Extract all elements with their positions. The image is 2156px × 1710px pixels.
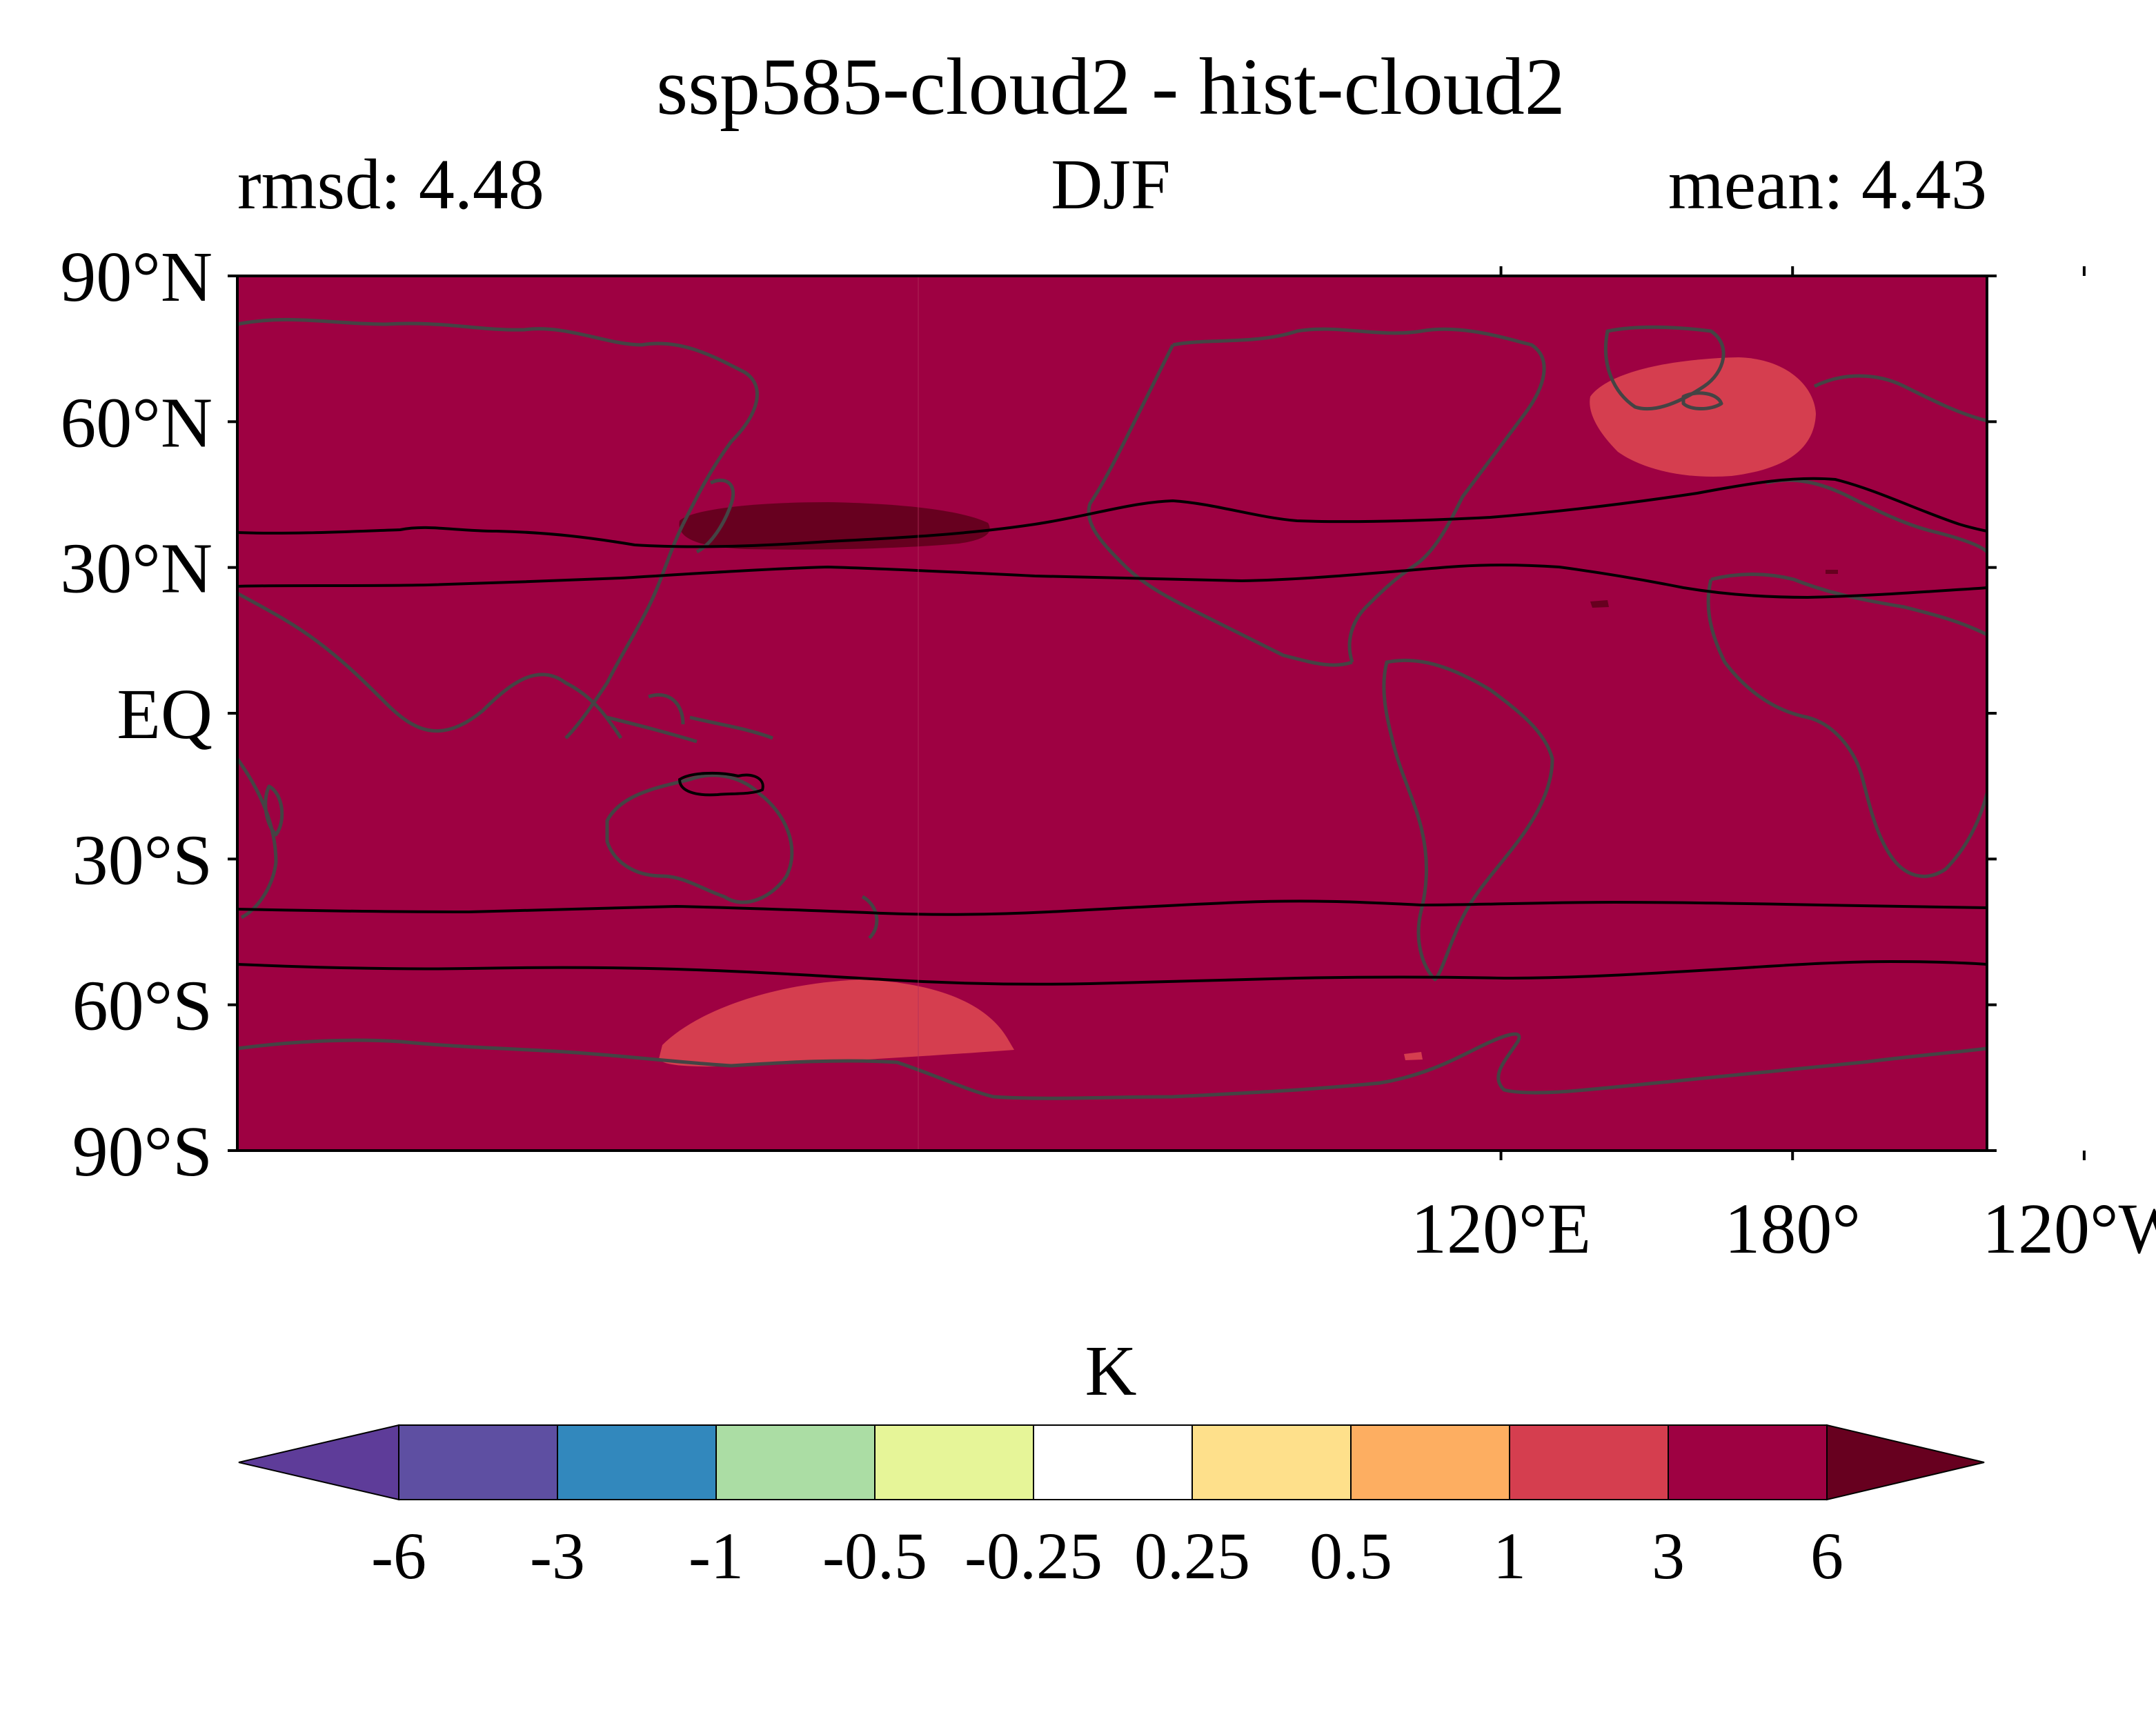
- colorbar-segment: [715, 1424, 876, 1500]
- colorbar-tick-label: 3: [1652, 1519, 1685, 1593]
- colorbar-segment: [557, 1424, 717, 1500]
- x-tick-label: 120°W: [1982, 1189, 2156, 1269]
- colorbar-segment: [1509, 1424, 1669, 1500]
- colorbar-tick-label: -6: [371, 1519, 426, 1593]
- jet-contours: [237, 477, 1987, 986]
- y-tick-label: EQ: [117, 675, 212, 754]
- map-panel: [237, 276, 1987, 1151]
- south-atlantic-spot: [1404, 1052, 1423, 1060]
- y-tick-label: 60°S: [72, 966, 212, 1046]
- y-tick-label: 90°N: [60, 237, 212, 317]
- colorbar-segment: [398, 1424, 558, 1500]
- southern-ocean-region: [659, 980, 1014, 1067]
- atlantic-spot-2: [1826, 570, 1838, 574]
- colorbar-tick-label: 6: [1810, 1519, 1843, 1593]
- colorbar-tick-label: 0.5: [1309, 1519, 1392, 1593]
- x-tick-label: 180°: [1724, 1189, 1861, 1269]
- y-tick-label: 30°N: [60, 529, 212, 608]
- figure-title: ssp585-cloud2 - hist-cloud2: [656, 41, 1565, 132]
- colorbar-tick-label: -1: [689, 1519, 744, 1593]
- colorbar-tick-label: -3: [530, 1519, 585, 1593]
- colorbar-segment: [1668, 1424, 1828, 1500]
- coastlines: [237, 317, 1987, 1100]
- colorbar-label: K: [1085, 1331, 1136, 1411]
- x-tick-label: 120°E: [1411, 1189, 1591, 1269]
- center-subtitle: DJF: [1051, 145, 1170, 224]
- colorbar-segment: [874, 1424, 1034, 1500]
- colorbar-segment: [1191, 1424, 1352, 1500]
- right-subtitle: mean: 4.43: [1668, 145, 1987, 224]
- left-subtitle: rmsd: 4.48: [237, 145, 544, 224]
- y-tick-label: 30°S: [72, 820, 212, 899]
- colorbar-tick-label: 0.25: [1134, 1519, 1250, 1593]
- north-atlantic-region: [1590, 357, 1816, 477]
- colorbar-segment: [1033, 1424, 1193, 1500]
- colorbar-segment: [1350, 1424, 1510, 1500]
- y-axis: 90°N 60°N 30°N EQ 30°S 60°S 90°S: [60, 237, 1997, 1191]
- colorbar-tick-label: -0.25: [965, 1519, 1102, 1593]
- atlantic-spot: [1590, 600, 1609, 608]
- colorbar-over-extend: [1826, 1424, 1985, 1501]
- y-tick-label: 60°N: [60, 383, 212, 462]
- colorbar-under-extend: [238, 1424, 399, 1501]
- colorbar-tick-label: 1: [1493, 1519, 1526, 1593]
- colorbar-tick-label: -0.5: [822, 1519, 927, 1593]
- y-tick-label: 90°S: [72, 1112, 212, 1191]
- colorbar: -6 -3 -1 -0.5 -0.25 0.25 0.5 1 3 6: [238, 1424, 1985, 1593]
